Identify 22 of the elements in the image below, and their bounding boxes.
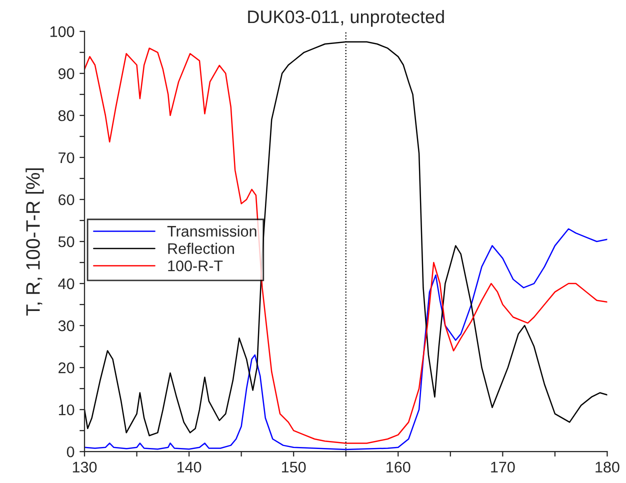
x-tick-label: 170 (491, 462, 515, 473)
y-tick-label: 90 (58, 68, 74, 80)
x-tick-label: 130 (72, 462, 97, 473)
legend-label: Reflection (168, 242, 234, 254)
legend-label: 100-R-T (168, 260, 223, 272)
x-tick-label: 150 (282, 462, 306, 473)
y-tick-label: 70 (58, 152, 74, 164)
x-tick-label: 140 (177, 462, 202, 473)
x-tick-label: 180 (596, 462, 620, 473)
y-tick-label: 60 (58, 194, 74, 206)
y-tick-label: 0 (66, 446, 74, 458)
y-tick-label: 30 (58, 320, 74, 332)
y-tick-label: 80 (58, 110, 74, 122)
y-tick-label: 50 (58, 236, 74, 248)
y-axis-title: T, R, 100-T-R [%] (26, 168, 44, 316)
y-tick-label: 100 (50, 26, 74, 38)
legend-label: Transmission (167, 225, 256, 237)
y-tick-label: 20 (58, 362, 74, 374)
y-tick-label: 40 (58, 278, 74, 290)
chart-title: DUK03-011, unprotected (248, 10, 444, 27)
x-tick-label: 160 (386, 462, 410, 473)
y-tick-label: 10 (58, 404, 74, 416)
